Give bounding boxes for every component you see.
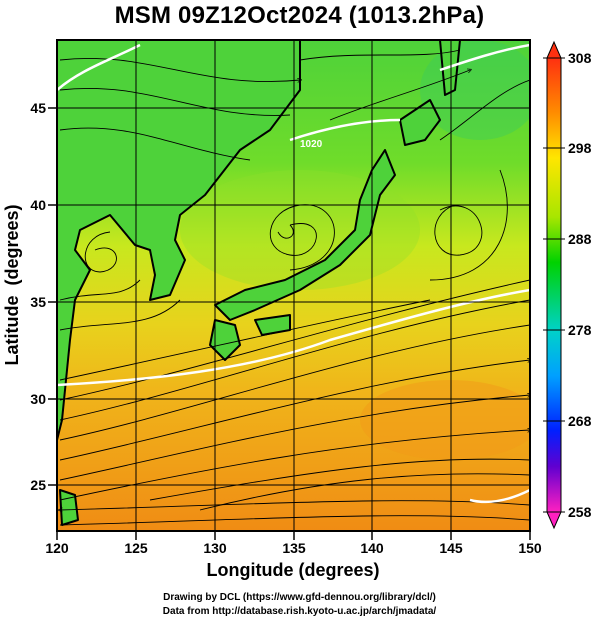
- colorbar-tick-308: 308: [568, 50, 592, 66]
- isobar-label: 1020: [300, 139, 323, 150]
- lat-lon-grid: [57, 40, 530, 531]
- colorbar-tick-258: 258: [568, 504, 592, 520]
- colorbar-tick-278: 278: [568, 322, 592, 338]
- x-tick-140: 140: [360, 540, 384, 556]
- colorbar-bottom-arrow: [546, 511, 562, 530]
- y-axis-label: Latitude (degrees): [2, 204, 22, 365]
- y-tick-30: 30: [30, 391, 46, 407]
- credit-drawing: Drawing by DCL (https://www.gfd-dennou.o…: [163, 592, 436, 603]
- y-tick-45: 45: [30, 100, 46, 116]
- y-tick-35: 35: [30, 294, 46, 310]
- isobars: [57, 43, 530, 504]
- x-tick-labels: 120 125 130 135 140 145 150: [45, 540, 542, 556]
- colorbar-tick-288: 288: [568, 231, 592, 247]
- credits: Drawing by DCL (https://www.gfd-dennou.o…: [0, 591, 599, 619]
- y-tick-labels: 25 30 35 40 45: [30, 100, 46, 493]
- credit-data: Data from http://database.rish.kyoto-u.a…: [162, 606, 437, 617]
- colorbar: 308 298 288 278 268 258: [543, 40, 592, 530]
- y-tick-25: 25: [30, 477, 46, 493]
- x-tick-135: 135: [282, 540, 306, 556]
- x-tick-120: 120: [45, 540, 69, 556]
- y-tick-40: 40: [30, 197, 46, 213]
- x-axis-label: Longitude (degrees): [206, 560, 379, 580]
- chart-title: MSM 09Z12Oct2024 (1013.2hPa): [114, 2, 485, 29]
- colorbar-tick-298: 298: [568, 140, 592, 156]
- axis-ticks: [48, 107, 531, 540]
- colorbar-top-arrow: [546, 40, 562, 59]
- colorbar-scale: [546, 57, 562, 513]
- x-tick-145: 145: [439, 540, 463, 556]
- x-tick-130: 130: [203, 540, 227, 556]
- x-tick-125: 125: [124, 540, 148, 556]
- x-tick-150: 150: [518, 540, 542, 556]
- colorbar-tick-268: 268: [568, 413, 592, 429]
